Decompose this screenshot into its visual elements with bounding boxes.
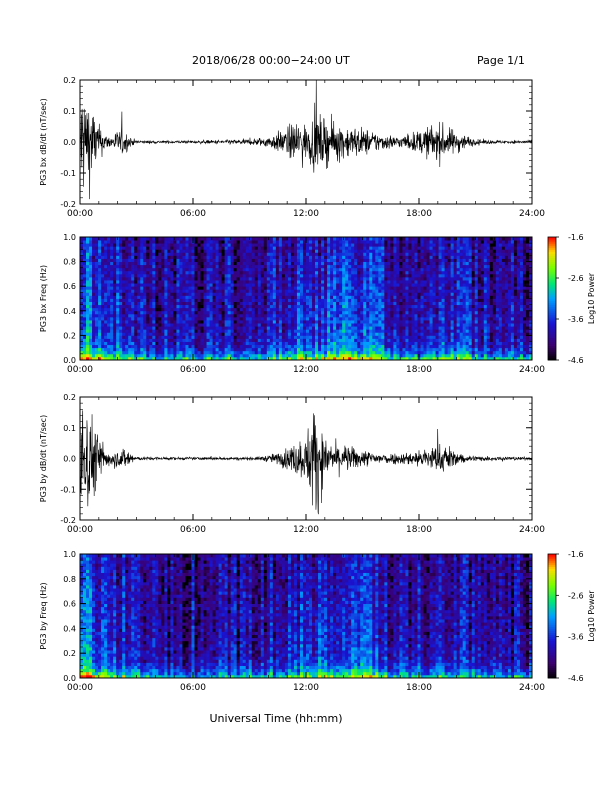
panel-2-ylabel: PG3 by dB/dt (nT/sec)	[39, 415, 48, 502]
panel-0-series-line	[80, 80, 532, 200]
panel-3-colorbar-tick: -1.6	[568, 550, 584, 559]
panel-1-x-tick-label: 00:00	[67, 365, 93, 375]
panel-1-colorbar-label: Log10 Power	[587, 272, 596, 324]
panel-3-y-tick-label: 0.0	[63, 674, 76, 683]
panel-3-colorbar-tick: -2.6	[568, 591, 584, 600]
x-axis-label: Universal Time (hh:mm)	[210, 712, 343, 725]
panel-2-y-tick-label: 0.0	[63, 455, 76, 464]
panel-2-y-tick-label: -0.2	[60, 516, 76, 525]
panel-3-ylabel: PG3 by Freq (Hz)	[39, 582, 48, 649]
panel-3-x-tick-label: 12:00	[293, 683, 319, 693]
panel-0-x-tick-label: 06:00	[180, 209, 206, 219]
panel-0-ylabel: PG3 bx dB/dt (nT/sec)	[39, 98, 48, 185]
panel-0-y-tick-label: -0.2	[60, 200, 76, 209]
panel-0-y-tick-label: -0.1	[60, 169, 76, 178]
panel-3-spectrogram	[80, 554, 533, 679]
panel-1-y-tick-label: 0.0	[63, 356, 76, 365]
panel-0-y-tick-label: 0.2	[63, 76, 76, 85]
panel-1-colorbar-tick: -1.6	[568, 233, 584, 242]
panel-1-colorbar-tick: -2.6	[568, 274, 584, 283]
panel-3-x-tick-label: 18:00	[406, 683, 432, 693]
panel-3-y-tick-label: 1.0	[63, 550, 76, 559]
panel-1-x-tick-label: 18:00	[406, 365, 432, 375]
panel-3-colorbar-tick: -3.6	[568, 633, 584, 642]
panel-3-x-tick-label: 24:00	[519, 683, 545, 693]
panel-2-x-tick-label: 06:00	[180, 525, 206, 535]
panel-1-y-tick-label: 0.2	[63, 331, 76, 340]
panel-3-x-tick-label: 06:00	[180, 683, 206, 693]
panel-0-x-tick-label: 24:00	[519, 209, 545, 219]
panel-2-y-tick-label: 0.1	[63, 424, 76, 433]
panel-0-x-tick-label: 00:00	[67, 209, 93, 219]
panel-1-spectrogram	[80, 237, 533, 361]
panel-2-x-tick-label: 24:00	[519, 525, 545, 535]
panel-1-colorbar-tick: -3.6	[568, 315, 584, 324]
panel-3-y-tick-label: 0.2	[63, 649, 76, 658]
panel-1-x-tick-label: 12:00	[293, 365, 319, 375]
panel-1-y-tick-label: 1.0	[63, 233, 76, 242]
panel-0-x-tick-label: 12:00	[293, 209, 319, 219]
panel-1-y-tick-label: 0.4	[63, 307, 76, 316]
panel-0-x-tick-label: 18:00	[406, 209, 432, 219]
panel-1-y-tick-label: 0.8	[63, 258, 76, 267]
panel-1-colorbar	[548, 237, 556, 361]
panel-1-x-tick-label: 24:00	[519, 365, 545, 375]
panel-3-colorbar-tick: -4.6	[568, 674, 584, 683]
panel-1-x-tick-label: 06:00	[180, 365, 206, 375]
panel-3-colorbar-label: Log10 Power	[587, 590, 596, 642]
panel-3-colorbar	[548, 554, 556, 679]
panel-2-series-line	[80, 410, 532, 515]
panel-1-y-tick-label: 0.6	[63, 282, 76, 291]
panel-2-y-tick-label: 0.2	[63, 393, 76, 402]
panel-3-y-tick-label: 0.6	[63, 600, 76, 609]
panel-0-y-tick-label: 0.1	[63, 107, 76, 116]
panel-2-x-tick-label: 18:00	[406, 525, 432, 535]
page-number: Page 1/1	[477, 54, 525, 67]
panel-1-ylabel: PG3 bx Freq (Hz)	[39, 265, 48, 332]
panel-2-x-tick-label: 00:00	[67, 525, 93, 535]
plot-title: 2018/06/28 00:00−24:00 UT	[192, 54, 350, 67]
panel-3-x-tick-label: 00:00	[67, 683, 93, 693]
panel-1-colorbar-tick: -4.6	[568, 356, 584, 365]
panel-3-y-tick-label: 0.4	[63, 624, 76, 633]
panel-3-y-tick-label: 0.8	[63, 575, 76, 584]
panel-2-y-tick-label: -0.1	[60, 485, 76, 494]
panel-0-y-tick-label: 0.0	[63, 138, 76, 147]
panel-2-x-tick-label: 12:00	[293, 525, 319, 535]
